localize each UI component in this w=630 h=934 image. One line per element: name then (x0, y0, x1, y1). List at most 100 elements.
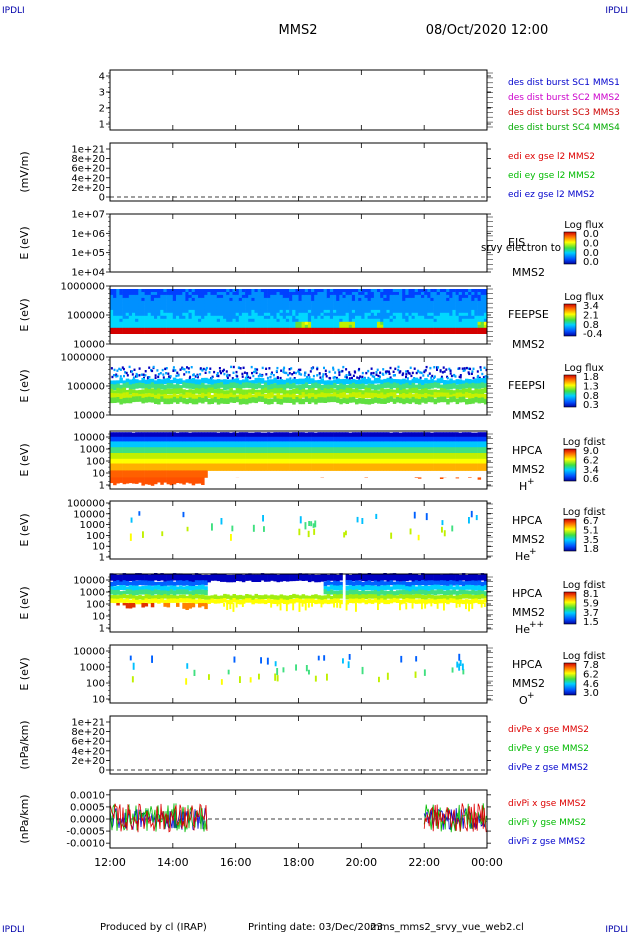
heatmap-cell (276, 297, 280, 302)
heatmap-cell (452, 318, 456, 323)
heatmap-cell (220, 318, 224, 323)
heatmap-cell (326, 673, 328, 681)
heatmap-cell (399, 458, 403, 464)
heatmap-cell (297, 370, 300, 373)
heatmap-cell (383, 585, 387, 591)
heatmap-cell (276, 388, 280, 394)
heatmap-cell (182, 586, 186, 592)
colorbar-title: Log fdist (563, 437, 606, 448)
heatmap-cell (333, 327, 337, 334)
heatmap-cell (430, 297, 434, 302)
heatmap-cell (345, 297, 350, 302)
heatmap-cell (339, 324, 343, 329)
heatmap-cell (465, 447, 469, 454)
heatmap-cell (172, 289, 177, 293)
heatmap-cell (471, 595, 475, 600)
heatmap-cell (364, 590, 368, 596)
heatmap-cell (238, 300, 243, 305)
heatmap-cell (241, 312, 246, 317)
heatmap-cell (370, 585, 375, 591)
heatmap-cell (263, 599, 268, 605)
instrument-label: FEEPSI (508, 379, 545, 392)
heatmap-cell (307, 315, 312, 320)
heatmap-cell (248, 294, 252, 299)
heatmap-cell (213, 327, 218, 334)
heatmap-cell (110, 315, 114, 320)
heatmap-cell (307, 398, 312, 404)
heatmap-cell (465, 321, 469, 326)
heatmap-cell (273, 321, 277, 326)
heatmap-cell (402, 580, 406, 586)
heatmap-cell (132, 289, 136, 293)
heatmap-cell (452, 303, 456, 308)
heatmap-cell (311, 453, 315, 460)
heatmap-cell (326, 303, 331, 308)
heatmap-cell (110, 318, 114, 323)
heatmap-cell (176, 394, 180, 401)
heatmap-cell (188, 585, 192, 591)
heatmap-cell (181, 367, 184, 370)
heatmap-cell (210, 436, 214, 442)
heatmap-cell (421, 303, 425, 308)
heatmap-cell (201, 387, 205, 394)
heatmap-cell (210, 312, 214, 317)
instrument-label: FEEPSE (508, 308, 549, 321)
heatmap-cell (150, 586, 155, 592)
heatmap-cell (162, 376, 165, 379)
heatmap-cell (179, 463, 183, 471)
heatmap-cell (443, 458, 447, 464)
heatmap-cell (235, 441, 240, 448)
heatmap-cell (194, 384, 199, 390)
heatmap-cell (421, 385, 425, 391)
heatmap-cell (201, 327, 205, 334)
heatmap-cell (274, 661, 277, 667)
heatmap-cell (384, 370, 387, 373)
heatmap-cell (292, 289, 296, 293)
heatmap-cell (446, 447, 450, 454)
heatmap-cell (378, 676, 380, 683)
heatmap-cell (229, 432, 233, 438)
series-line-x_comp (423, 803, 487, 833)
heatmap-cell (355, 318, 359, 323)
heatmap-cell (348, 297, 353, 302)
heatmap-cell (333, 585, 337, 591)
heatmap-cell (433, 595, 438, 600)
heatmap-cell (386, 581, 390, 587)
heatmap-cell (241, 447, 246, 454)
heatmap-cell (241, 324, 246, 329)
heatmap-cell (232, 289, 236, 293)
heatmap-cell (232, 294, 236, 299)
heatmap-cell (456, 661, 459, 668)
heatmap-cell (201, 368, 204, 372)
heatmap-cell (257, 441, 262, 448)
heatmap-cell (182, 312, 186, 317)
heatmap-cell (135, 573, 139, 581)
heatmap-cell (248, 392, 252, 399)
heatmap-cell (289, 324, 293, 329)
heatmap-cell (276, 453, 280, 460)
heatmap-cell (323, 303, 328, 308)
heatmap-cell (122, 327, 127, 334)
heatmap-cell (298, 458, 302, 464)
heatmap-cell (320, 294, 324, 299)
heatmap-cell (342, 384, 346, 391)
heatmap-cell (185, 327, 189, 334)
heatmap-cell (446, 398, 450, 405)
heatmap-cell (301, 289, 306, 293)
heatmap-cell (122, 309, 127, 314)
heatmap-cell (367, 306, 372, 311)
heatmap-cell (191, 470, 196, 478)
heatmap-cell (417, 369, 420, 373)
heatmap-cell (421, 318, 425, 323)
heatmap-cell (273, 432, 277, 438)
heatmap-cell (377, 591, 381, 597)
heatmap-cell (276, 315, 280, 320)
heatmap-cell (209, 367, 212, 370)
legend-entry: divPe x gse MMS2 (508, 725, 589, 735)
heatmap-cell (320, 392, 324, 398)
heatmap-cell (339, 309, 343, 314)
heatmap-cell (311, 396, 315, 403)
heatmap-cell (169, 315, 174, 320)
heatmap-cell (377, 436, 381, 442)
heatmap-cell (317, 309, 321, 314)
